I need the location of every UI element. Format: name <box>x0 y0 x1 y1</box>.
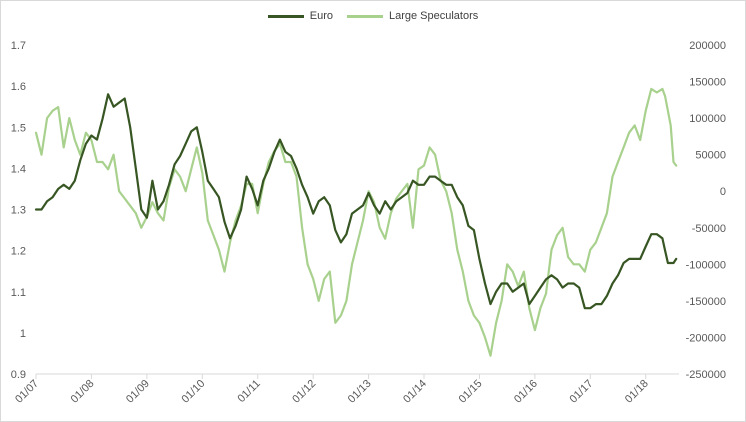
x-axis-tick-label: 01/09 <box>124 378 152 406</box>
left-axis-tick-label: 1.7 <box>11 40 26 52</box>
x-axis-tick-label: 01/18 <box>623 378 651 406</box>
left-axis-tick-label: 0.9 <box>11 369 26 381</box>
left-axis-tick-label: 1.4 <box>11 163 26 175</box>
series-layer <box>34 87 678 357</box>
right-axis-tick-label: 0 <box>720 186 726 198</box>
right-axis-tick-label: -150000 <box>686 296 726 308</box>
x-axis-tick-label: 01/17 <box>567 378 595 406</box>
right-axis-tick-label: -50000 <box>692 223 726 235</box>
left-axis-tick-label: 1.5 <box>11 122 26 134</box>
right-axis-tick-label: 50000 <box>695 150 726 162</box>
x-axis-tick-label: 01/15 <box>457 378 485 406</box>
x-axis-tick-label: 01/07 <box>13 378 41 406</box>
x-axis-tick-label: 01/10 <box>179 378 207 406</box>
legend: Euro Large Speculators <box>1 10 745 22</box>
legend-item-large-speculators: Large Speculators <box>346 10 479 22</box>
right-axis-tick-label: -200000 <box>686 332 726 344</box>
series-line-euro <box>34 93 678 310</box>
x-axis-tick-label: 01/14 <box>401 378 429 406</box>
legend-item-euro: Euro <box>267 10 333 22</box>
legend-swatch-euro <box>267 14 304 18</box>
right-axis-tick-label: -100000 <box>686 259 726 271</box>
right-axis-ticks: -250000 -200000 -150000 -100000 -50000 0 50000… <box>686 40 726 381</box>
x-axis-tick-label: 01/16 <box>512 378 540 406</box>
left-axis-tick-label: 1 <box>20 328 26 340</box>
right-axis-tick-label: -250000 <box>686 369 726 381</box>
series-line-large-speculators <box>34 87 678 357</box>
x-axis-tick-label: 01/08 <box>69 378 97 406</box>
left-axis-tick-label: 1.3 <box>11 205 26 217</box>
left-axis-tick-label: 1.1 <box>11 287 26 299</box>
legend-label-euro: Euro <box>309 10 333 22</box>
left-axis-tick-label: 1.6 <box>11 81 26 93</box>
left-axis-tick-label: 1.2 <box>11 246 26 258</box>
legend-label-large-speculators: Large Speculators <box>388 10 479 22</box>
right-axis-tick-label: 100000 <box>689 113 726 125</box>
x-axis-tick-label: 01/11 <box>235 378 262 405</box>
right-axis-tick-label: 200000 <box>689 40 726 52</box>
right-axis-tick-label: 150000 <box>689 77 726 89</box>
x-axis-ticks: 01/07 01/08 01/09 01/10 01/11 01/12 01/13 01/14… <box>13 374 651 406</box>
x-axis-tick-label: 01/12 <box>290 378 318 406</box>
x-axis-tick-label: 01/13 <box>346 378 374 406</box>
left-axis-ticks: 0.9 1 1.1 1.2 1.3 1.4 1.5 1.6 1.7 <box>11 40 26 381</box>
legend-swatch-large-speculators <box>346 14 383 18</box>
